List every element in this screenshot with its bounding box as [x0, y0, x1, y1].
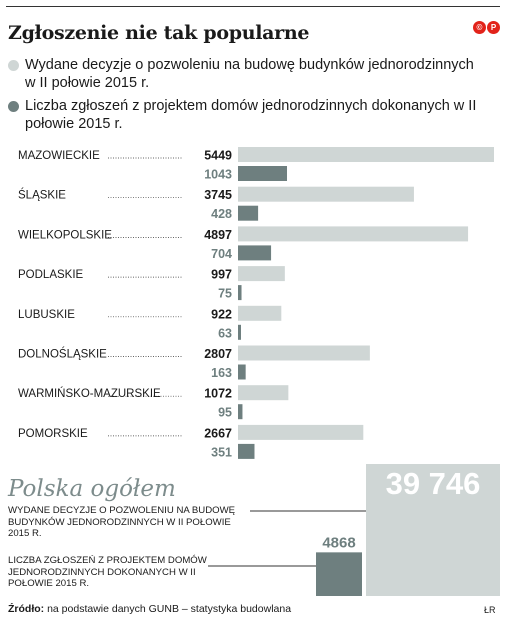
total-permits-bar — [366, 464, 500, 596]
author-credit: ŁR — [484, 605, 496, 615]
notifications-bar — [238, 205, 259, 221]
legend-swatch-notifications — [8, 101, 19, 112]
permits-bar — [238, 186, 414, 202]
notifications-bar — [238, 364, 246, 380]
notifications-bar — [238, 245, 272, 261]
permits-bar — [238, 424, 364, 440]
permits-value-label: 997 — [211, 268, 232, 282]
logo-mark-1: © — [473, 21, 486, 34]
notifications-bar — [238, 443, 255, 459]
permits-value-label: 2807 — [204, 347, 232, 361]
totals-notifications-label: LICZBA ZGŁOSZEŃ Z PROJEKTEM DOMÓW JEDNOR… — [8, 555, 207, 589]
total-notifications-value: 4868 — [322, 534, 355, 551]
bar-chart: MAZOWIECKIE 5449 1043 ŚLĄSKIE 3745 428 WIELKOP… — [18, 147, 494, 459]
logo-mark-2: P — [487, 21, 500, 34]
legend-swatch-permits — [8, 60, 19, 71]
notifications-value-label: 1043 — [204, 168, 232, 182]
notifications-value-label: 351 — [211, 445, 232, 459]
notifications-bar — [238, 324, 241, 340]
permits-bar — [238, 345, 370, 361]
source-text: na podstawie danych GUNB – statystyka bu… — [44, 603, 292, 615]
permits-value-label: 3745 — [204, 188, 232, 202]
permits-bar — [238, 266, 285, 282]
notifications-value-label: 704 — [211, 247, 232, 261]
permits-value-label: 922 — [211, 307, 232, 321]
permits-bar — [238, 385, 289, 401]
notifications-value-label: 163 — [211, 366, 232, 380]
notifications-value-label: 63 — [218, 326, 232, 340]
notifications-bar — [238, 285, 242, 301]
permits-value-label: 4897 — [204, 228, 232, 242]
top-rule — [6, 6, 500, 7]
totals-permits-label: WYDANE DECYZJE O POZWOLENIU NA BUDOWĘ BU… — [8, 505, 236, 539]
permits-value-label: 2667 — [204, 426, 232, 440]
notifications-value-label: 95 — [218, 406, 232, 420]
notifications-bar — [238, 166, 288, 181]
legend-item-notifications: Liczba zgłoszeń z projektem domów jednor… — [8, 97, 485, 133]
category-label: PODLASKIE — [18, 269, 84, 281]
category-label: ŚLĄSKIE — [18, 189, 66, 202]
category-label: WARMIŃSKO-MAZURSKIE — [18, 387, 161, 400]
notifications-bar — [238, 404, 243, 420]
category-label: POMORSKIE — [18, 428, 88, 440]
legend-label-notifications: Liczba zgłoszeń z projektem domów jednor… — [25, 98, 477, 132]
total-permits-value: 39 746 — [386, 466, 481, 501]
total-notifications-bar — [316, 552, 362, 596]
notifications-value-label: 428 — [211, 207, 232, 221]
permits-bar — [238, 305, 282, 321]
chart-title: Zgłoszenie nie tak popularne — [8, 22, 310, 44]
permits-bar — [238, 226, 469, 242]
legend-item-permits: Wydane decyzje o pozwoleniu na budowę bu… — [8, 56, 485, 92]
category-label: WIELKOPOLSKIE — [18, 229, 112, 241]
permits-value-label: 5449 — [204, 149, 232, 163]
category-label: LUBUSKIE — [18, 309, 75, 321]
publisher-logo: © P — [473, 21, 500, 34]
totals-heading: Polska ogółem — [8, 476, 176, 502]
source-lead: Źródło: — [8, 603, 45, 615]
notifications-value-label: 75 — [218, 287, 232, 301]
permits-value-label: 1072 — [204, 387, 232, 401]
source-note: Źródło: na podstawie danych GUNB – staty… — [8, 603, 291, 615]
permits-bar — [238, 147, 494, 162]
category-label: MAZOWIECKIE — [18, 150, 100, 162]
legend-label-permits: Wydane decyzje o pozwoleniu na budowę bu… — [25, 57, 474, 91]
category-label: DOLNOŚLĄSKIE — [18, 348, 107, 361]
